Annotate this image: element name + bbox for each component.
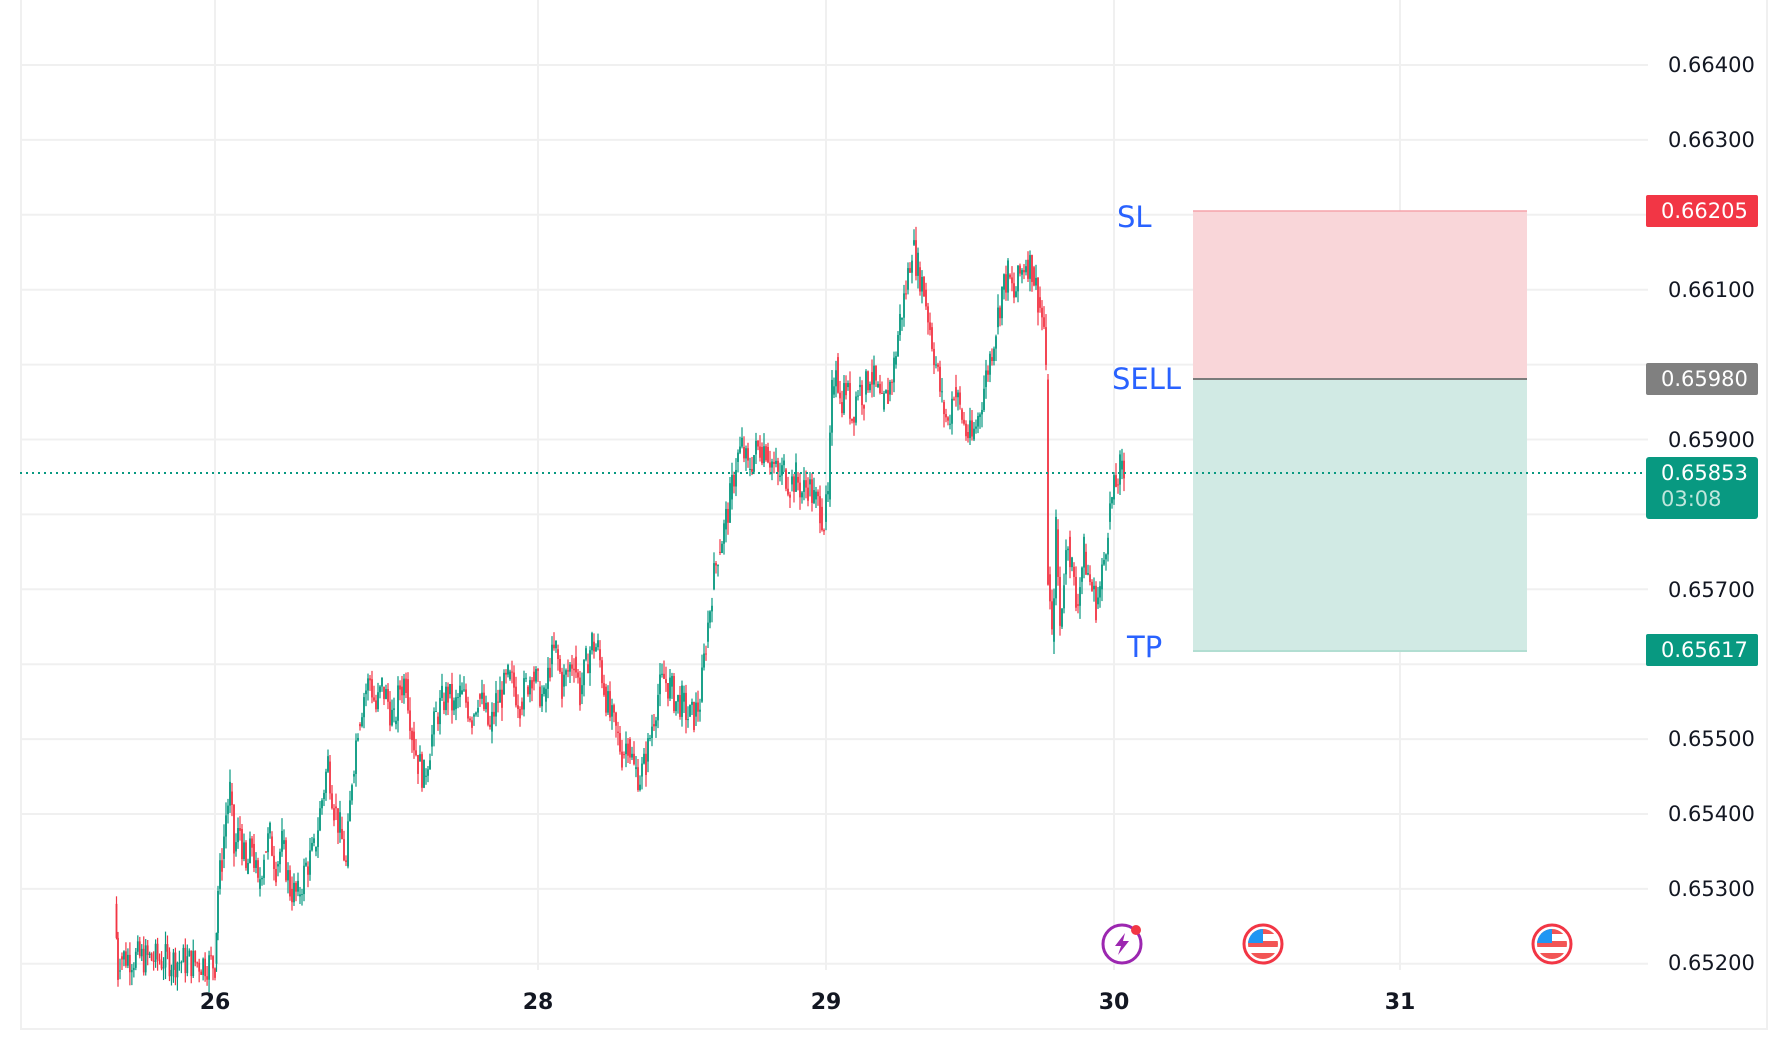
risk-zone[interactable] <box>1193 211 1527 380</box>
price-axis-label: 0.66100 <box>1668 278 1755 302</box>
reward-zone[interactable] <box>1193 380 1527 652</box>
short-position-tool[interactable] <box>1193 210 1527 652</box>
date-label: 28 <box>522 990 554 1015</box>
entry-price-badge: 0.65980 <box>1646 363 1758 395</box>
bar-countdown: 03:08 <box>1661 487 1722 511</box>
candlestick-series <box>115 226 1125 993</box>
sl-label: SL <box>1117 200 1152 234</box>
take-profit-price-badge: 0.65617 <box>1646 634 1758 666</box>
price-axis-label: 0.65900 <box>1668 428 1755 452</box>
date-label: 31 <box>1384 990 1416 1015</box>
stop-loss-price-badge: 0.66205 <box>1646 195 1758 227</box>
date-label: 29 <box>810 990 842 1015</box>
tp-label: TP <box>1127 630 1163 664</box>
price-axis-label: 0.65700 <box>1668 578 1755 602</box>
price-axis-label: 0.65400 <box>1668 802 1755 826</box>
price-axis-label: 0.66400 <box>1668 53 1755 77</box>
date-label: 30 <box>1098 990 1130 1015</box>
price-axis-label: 0.65500 <box>1668 727 1755 751</box>
sell-label: SELL <box>1112 362 1182 396</box>
current-price-value: 0.65853 <box>1661 461 1748 485</box>
price-axis-label: 0.66300 <box>1668 128 1755 152</box>
price-axis-label: 0.65300 <box>1668 877 1755 901</box>
us-flag-event-icon[interactable] <box>1241 922 1285 966</box>
price-axis-label: 0.65200 <box>1668 951 1755 975</box>
current-price-badge: 0.65853 03:08 <box>1646 457 1758 519</box>
date-label: 26 <box>199 990 231 1015</box>
us-flag-event-icon[interactable] <box>1530 922 1574 966</box>
earnings-event-icon[interactable] <box>1100 922 1144 966</box>
